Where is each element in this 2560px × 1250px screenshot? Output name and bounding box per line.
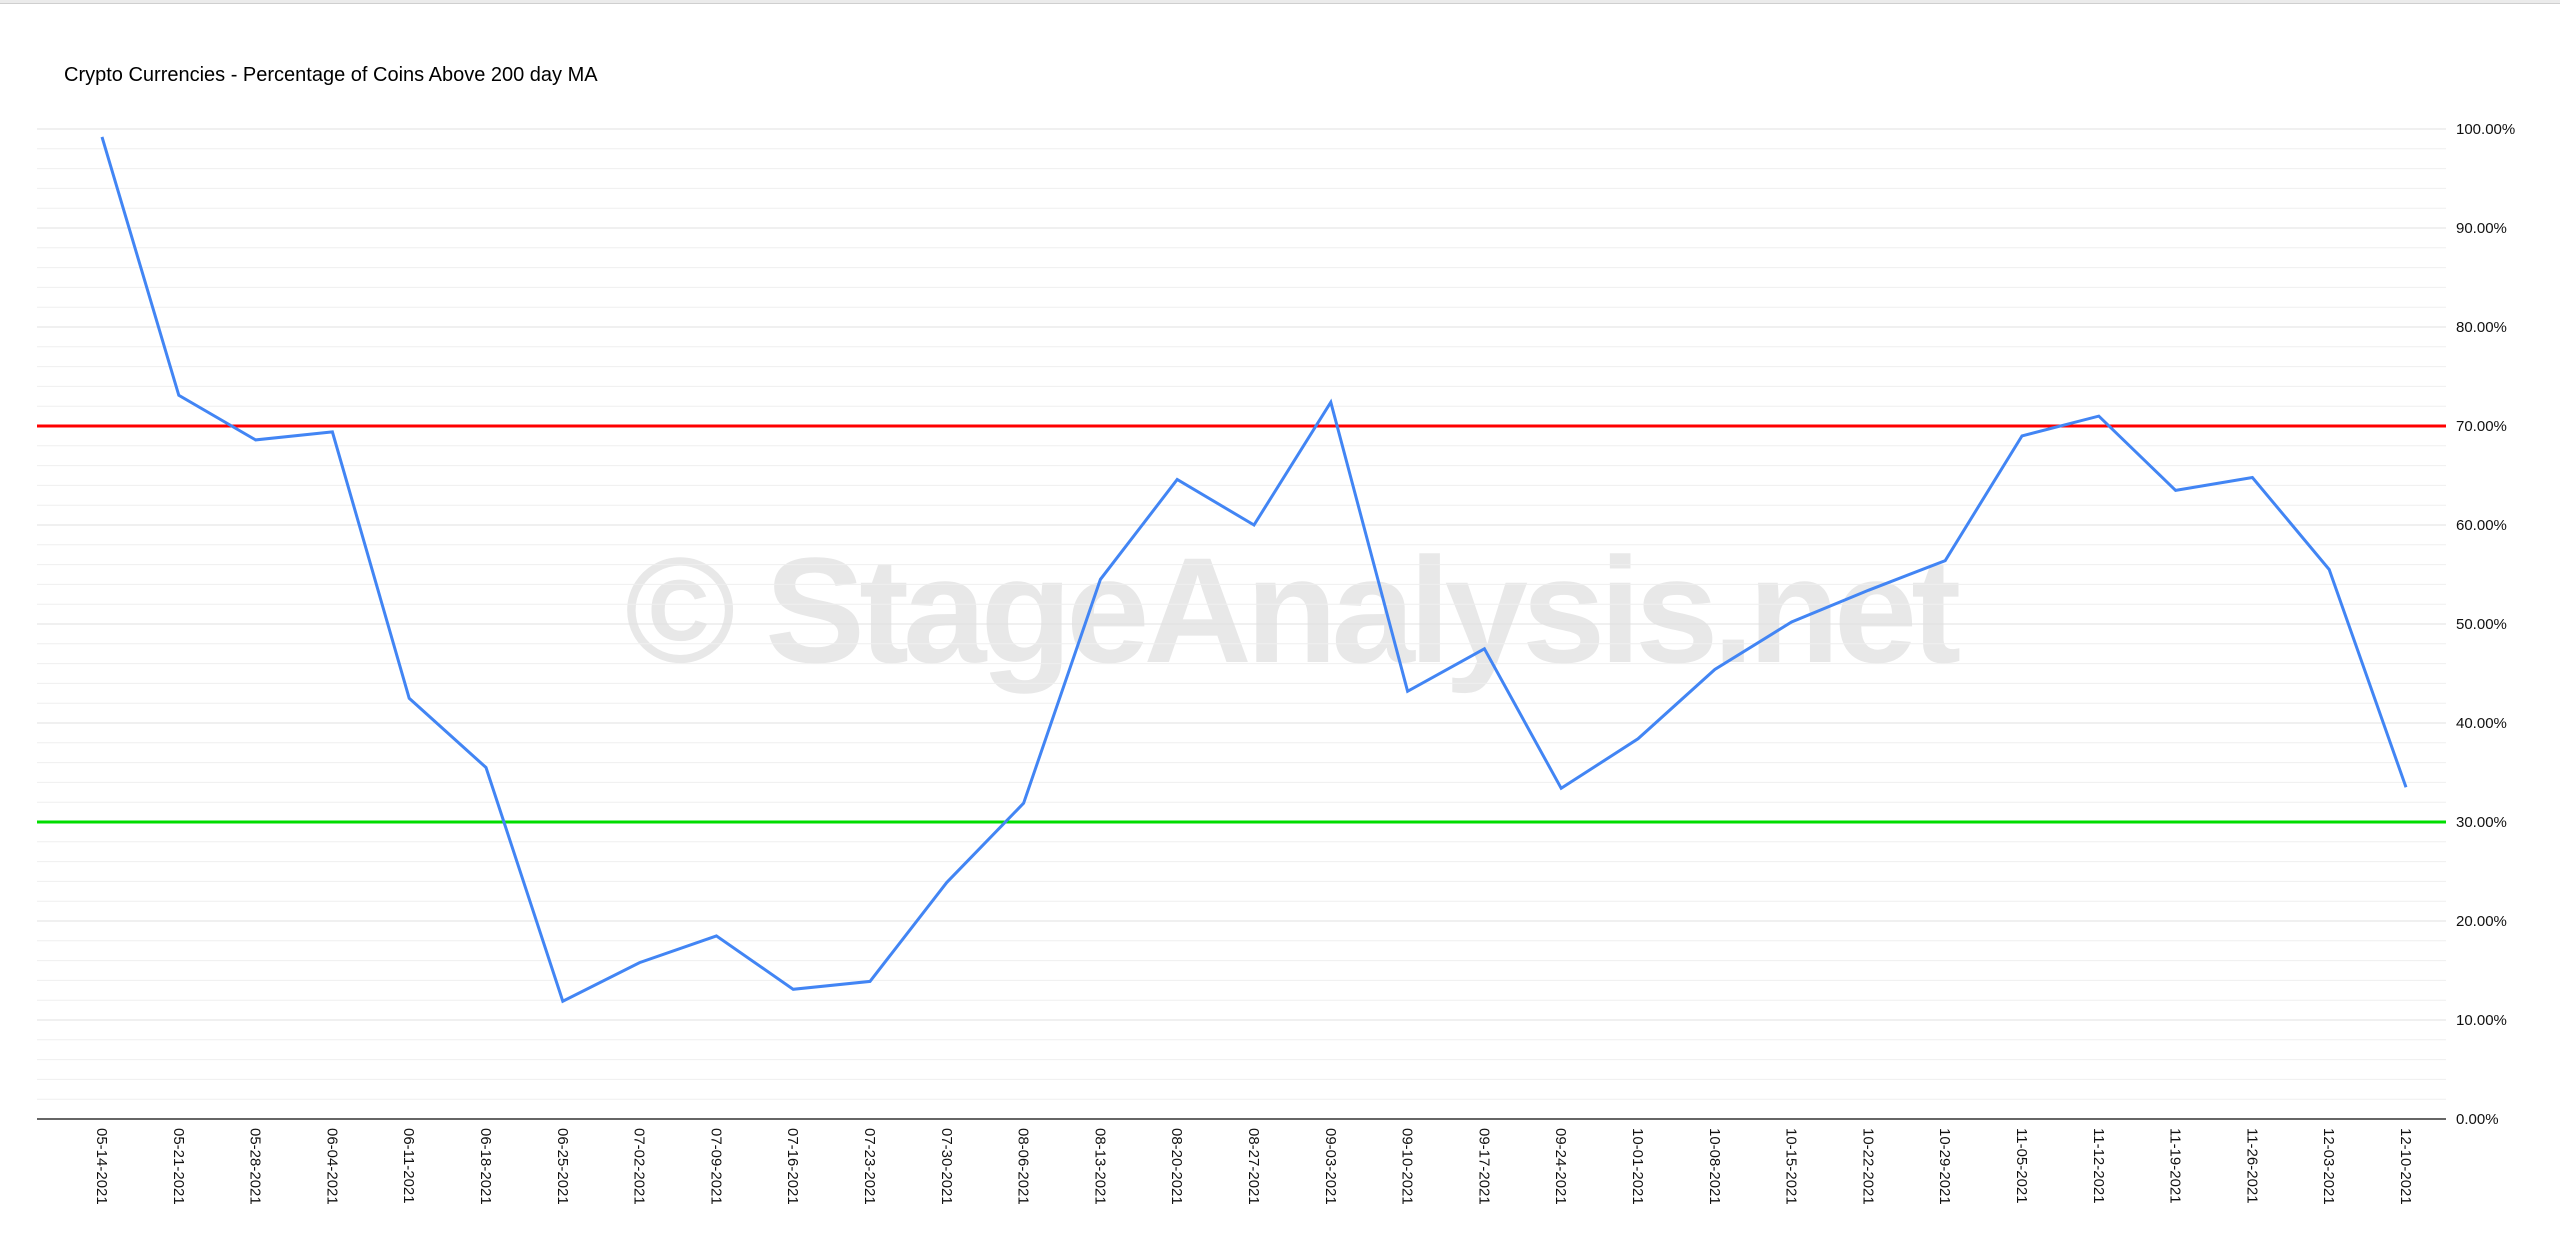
x-axis-label: 11-26-2021 bbox=[2243, 1128, 2260, 1204]
y-axis-label: 20.00% bbox=[2456, 913, 2507, 930]
x-axis-label: 10-08-2021 bbox=[1706, 1128, 1723, 1205]
x-axis-label: 08-13-2021 bbox=[1091, 1128, 1108, 1205]
x-axis-label: 06-11-2021 bbox=[400, 1128, 417, 1204]
x-axis-label: 05-14-2021 bbox=[93, 1128, 110, 1205]
x-axis-label: 12-03-2021 bbox=[2320, 1128, 2337, 1205]
threshold-lines bbox=[37, 424, 2446, 824]
y-axis-label: 70.00% bbox=[2456, 418, 2507, 435]
x-axis-label: 08-27-2021 bbox=[1245, 1128, 1262, 1205]
x-axis-label: 09-24-2021 bbox=[1552, 1128, 1569, 1205]
x-axis-label: 10-15-2021 bbox=[1783, 1128, 1800, 1205]
x-axis-label: 11-19-2021 bbox=[2167, 1128, 2184, 1204]
y-axis-label: 0.00% bbox=[2456, 1111, 2499, 1128]
x-axis-label: 05-21-2021 bbox=[170, 1128, 187, 1205]
series-line bbox=[100, 136, 2408, 1004]
x-axis-labels: 05-14-2021 05-21-2021 05-28-2021 06-04-2021… bbox=[93, 1128, 2414, 1205]
x-axis-label: 10-01-2021 bbox=[1629, 1128, 1646, 1205]
x-axis-label: 10-29-2021 bbox=[1936, 1128, 1953, 1205]
y-axis-label: 40.00% bbox=[2456, 715, 2507, 732]
x-axis-label: 11-12-2021 bbox=[2090, 1128, 2107, 1204]
y-axis-labels: 0.00% 10.00% 20.00% 30.00% 40.00% 50.00% 60.00… bbox=[2456, 121, 2515, 1128]
x-axis-label: 09-17-2021 bbox=[1475, 1128, 1492, 1205]
x-axis-label: 07-02-2021 bbox=[631, 1128, 648, 1205]
y-axis-label: 30.00% bbox=[2456, 814, 2507, 831]
gridlines bbox=[37, 128, 2446, 1120]
x-axis-label: 09-03-2021 bbox=[1322, 1128, 1339, 1205]
watermark: © StageAnalysis.net bbox=[625, 526, 1960, 694]
x-axis-label: 12-10-2021 bbox=[2397, 1128, 2414, 1205]
chart-title: Crypto Currencies - Percentage of Coins … bbox=[64, 64, 598, 86]
top-bar bbox=[0, 0, 2560, 4]
y-axis-label: 60.00% bbox=[2456, 517, 2507, 534]
y-axis-label: 100.00% bbox=[2456, 121, 2515, 138]
x-axis-label: 06-25-2021 bbox=[554, 1128, 571, 1205]
x-axis-label: 07-30-2021 bbox=[938, 1128, 955, 1205]
y-axis-label: 80.00% bbox=[2456, 319, 2507, 336]
x-axis-label: 07-16-2021 bbox=[784, 1128, 801, 1205]
x-axis-label: 05-28-2021 bbox=[247, 1128, 264, 1205]
y-axis-label: 50.00% bbox=[2456, 616, 2507, 633]
x-axis-label: 06-04-2021 bbox=[323, 1128, 340, 1205]
x-axis-label: 08-20-2021 bbox=[1168, 1128, 1185, 1205]
x-axis-label: 07-23-2021 bbox=[861, 1128, 878, 1205]
y-axis-label: 10.00% bbox=[2456, 1012, 2507, 1029]
x-axis-label: 10-22-2021 bbox=[1859, 1128, 1876, 1205]
x-axis-label: 11-05-2021 bbox=[2013, 1128, 2030, 1204]
y-axis-label: 90.00% bbox=[2456, 220, 2507, 237]
x-axis-label: 07-09-2021 bbox=[707, 1128, 724, 1205]
x-axis-label: 09-10-2021 bbox=[1399, 1128, 1416, 1205]
x-axis-label: 06-18-2021 bbox=[477, 1128, 494, 1205]
x-axis-label: 08-06-2021 bbox=[1015, 1128, 1032, 1205]
